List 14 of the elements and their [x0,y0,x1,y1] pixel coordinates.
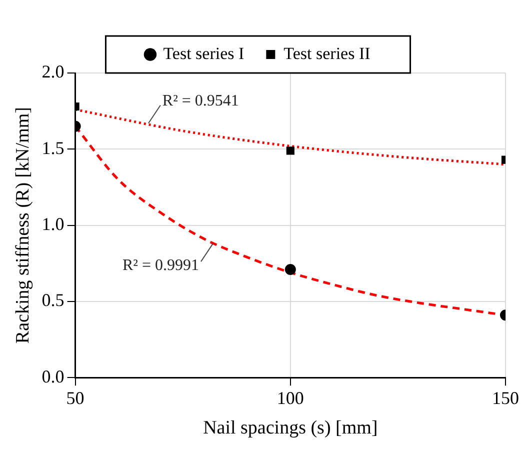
y-axis-title: Racking stiffness (R) [kN/mm] [12,107,34,344]
annotation: R² = 0.9991 [122,256,199,274]
x-axis-title: Nail spacings (s) [mm] [203,418,378,439]
y-tick-label: 1.0 [42,214,64,234]
x-tick-label: 100 [276,388,304,408]
y-tick-label: 0.0 [42,366,64,386]
x-tick-label: 150 [492,388,519,408]
legend-label: Test series I [163,44,245,63]
legend-label: Test series II [284,44,371,63]
x-tick-label: 50 [66,388,84,408]
annotation: R² = 0.9541 [162,92,239,110]
y-tick-label: 1.5 [42,138,64,158]
y-tick-label: 0.5 [42,290,64,310]
y-tick-label: 2.0 [42,62,64,82]
